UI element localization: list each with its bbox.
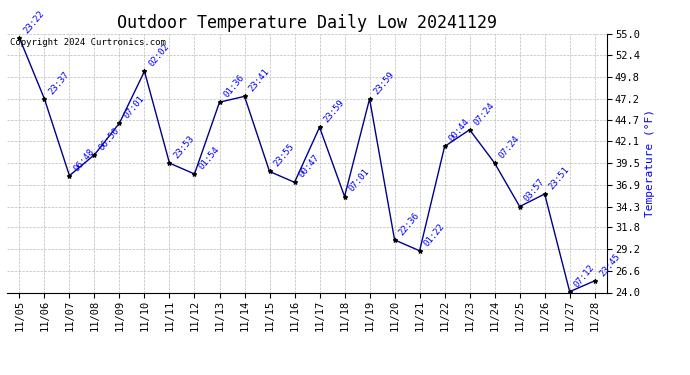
Point [214,99,225,105]
Text: 02:02: 02:02 [147,42,171,69]
Point [364,96,375,102]
Text: 23:53: 23:53 [172,134,197,160]
Point [114,120,125,126]
Point [439,143,450,149]
Text: 23:59: 23:59 [373,70,397,96]
Text: 23:59: 23:59 [322,98,346,124]
Text: 07:12: 07:12 [573,262,597,289]
Text: 00:44: 00:44 [447,117,471,144]
Point [389,237,400,243]
Point [539,191,550,197]
Text: 23:45: 23:45 [598,252,622,278]
Point [289,179,300,185]
Point [64,172,75,178]
Point [14,35,25,41]
Point [189,171,200,177]
Point [514,204,525,210]
Point [414,248,425,254]
Text: 06:48: 06:48 [72,147,97,173]
Text: 01:36: 01:36 [222,73,246,99]
Point [589,278,600,284]
Text: 23:55: 23:55 [273,142,297,169]
Point [264,168,275,174]
Text: 07:01: 07:01 [122,94,146,120]
Text: Copyright 2024 Curtronics.com: Copyright 2024 Curtronics.com [10,38,166,46]
Text: 23:51: 23:51 [547,165,571,191]
Text: 06:50: 06:50 [97,126,121,152]
Point [314,124,325,130]
Text: 03:57: 03:57 [522,177,546,204]
Text: 23:41: 23:41 [247,67,271,94]
Title: Outdoor Temperature Daily Low 20241129: Outdoor Temperature Daily Low 20241129 [117,14,497,32]
Point [489,160,500,166]
Text: 23:22: 23:22 [22,9,46,35]
Text: 07:24: 07:24 [473,100,497,127]
Text: 00:47: 00:47 [297,153,322,180]
Point [564,289,575,295]
Point [89,152,100,158]
Y-axis label: Temperature (°F): Temperature (°F) [645,109,656,217]
Text: 23:37: 23:37 [47,70,71,96]
Text: 07:24: 07:24 [497,134,522,160]
Point [39,96,50,102]
Text: 01:22: 01:22 [422,222,446,248]
Point [139,68,150,74]
Point [464,127,475,133]
Text: 07:01: 07:01 [347,167,371,194]
Text: 22:36: 22:36 [397,211,422,237]
Point [339,194,350,200]
Text: 01:54: 01:54 [197,145,221,171]
Point [239,93,250,99]
Point [164,160,175,166]
